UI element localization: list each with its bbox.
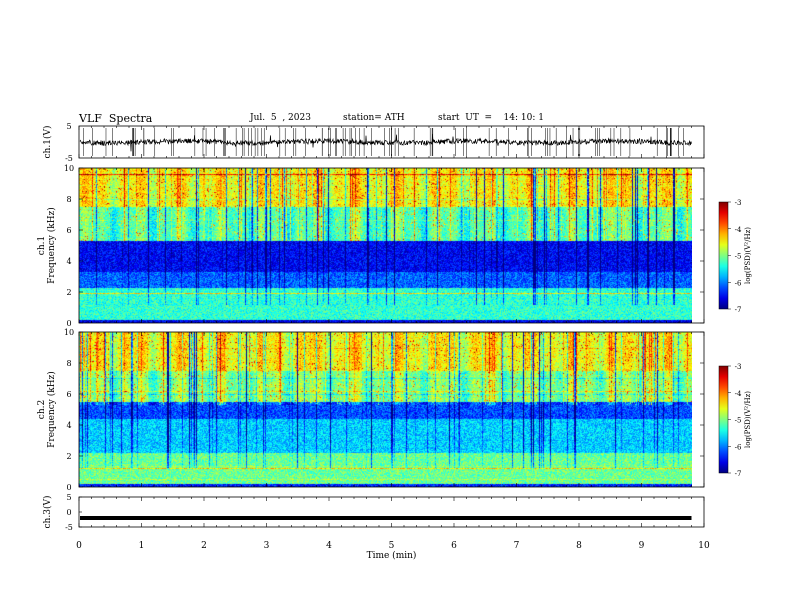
ch2spec-ylabel-channel: ch.2 [37,400,47,419]
ch2spec-ytick-label: 10 [64,328,74,337]
x-tick-label: 9 [639,541,645,551]
ch1spec-colorbar-tick-label: -5 [735,253,742,261]
ch2spec-colorbar-tick-label: -4 [735,390,742,398]
ch1spec-ytick-label: 6 [66,226,71,235]
ch3-ytick-label: -5 [65,523,73,532]
ch3-ylabel: ch.3(V) [42,496,53,529]
ch1spec-ytick-label: 8 [66,195,71,204]
ch1spec-ytick-label: 2 [66,288,71,297]
ch2spec-colorbar-tick-label: -6 [735,443,742,451]
ch2spec-colorbar [718,365,729,474]
ch1-ytick-label: -5 [65,154,73,163]
ch1-ytick-label: 5 [66,122,71,131]
x-tick-label: 5 [389,541,395,551]
ch1spec-ylabel-channel: ch.1 [37,236,47,255]
ch1spec-ylabel: Frequency (kHz) [46,207,57,284]
ch3-ytick-label: 5 [66,493,71,502]
ch1spec-heatmap [79,168,692,323]
ch3-ytick-label: 0 [66,508,71,517]
x-tick-label: 4 [326,541,332,551]
header-date: Jul. 5 , 2023 [250,113,311,123]
ch1spec-ytick-label: 0 [66,319,71,328]
ch1spec-colorbar-tick-label: -6 [735,279,742,287]
ch1spec-ytick-label: 10 [64,164,74,173]
ch2spec-ylabel: Frequency (kHz) [46,371,57,448]
ch2spec-colorbar-tick-label: -7 [735,470,742,478]
x-tick-label: 2 [201,541,207,551]
header-title: VLF Spectra [79,112,153,125]
ch2spec-ytick-label: 4 [66,421,71,430]
header-station: station= ATH [343,113,405,123]
ch1-ylabel: ch.1(V) [42,126,53,159]
ch2spec-ytick-label: 0 [66,483,71,492]
ch1-waveform [79,133,692,152]
ch1spec-ytick-label: 4 [66,257,71,266]
ch1spec-colorbar-tick-label: -3 [735,199,742,207]
ch2spec-ytick-label: 8 [66,359,71,368]
x-axis-label: Time (min) [367,550,417,561]
x-tick-label: 10 [698,541,710,551]
ch2spec-colorbar-label: log(PSD)(V²/Hz) [744,391,752,448]
ch2spec-ytick-label: 6 [66,390,71,399]
ch2spec-colorbar-tick-label: -5 [735,417,742,425]
ch1spec-colorbar-tick-label: -7 [735,306,742,314]
header-start-time: start UT = 14: 10: 1 [438,113,544,123]
ch1spec-colorbar-tick-label: -4 [735,226,742,234]
x-tick-label: 1 [139,541,145,551]
x-tick-label: 7 [514,541,520,551]
ch3-frame [78,496,705,528]
ch2spec-ytick-label: 2 [66,452,71,461]
x-tick-label: 3 [264,541,270,551]
ch1spec-colorbar [718,201,729,310]
x-tick-label: 6 [451,541,457,551]
ch2spec-colorbar-tick-label: -3 [735,363,742,371]
ch2spec-heatmap [79,332,692,487]
x-tick-label: 8 [576,541,582,551]
x-tick-label: 0 [76,541,82,551]
ch1spec-colorbar-label: log(PSD)(V²/Hz) [744,227,752,284]
